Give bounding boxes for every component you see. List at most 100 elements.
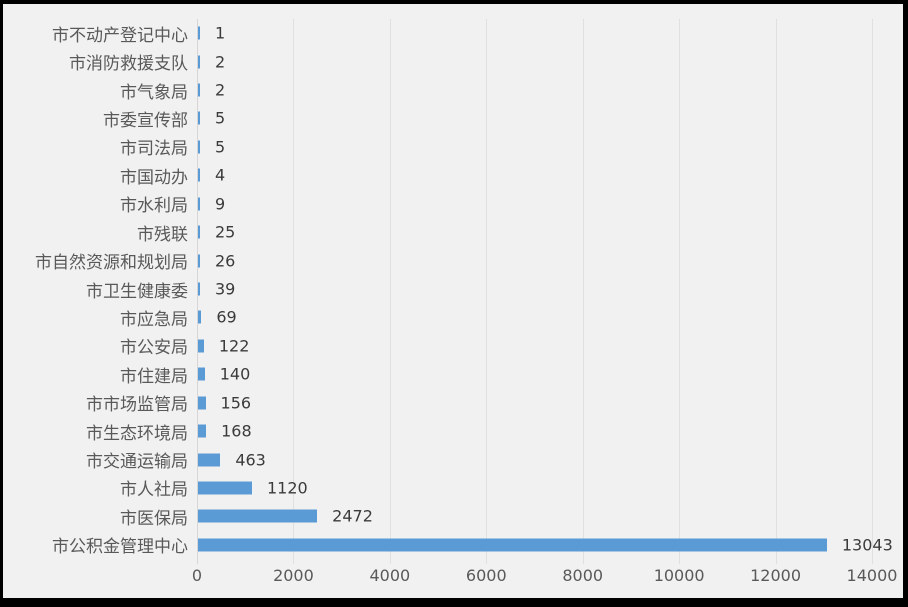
bar-row: 市水利局 9 — [3, 190, 872, 218]
gridline — [582, 19, 584, 564]
bar-row: 市消防救援支队 2 — [3, 47, 872, 75]
bar-row: 市公积金管理中心 13043 — [3, 531, 893, 559]
category-label: 市交通运输局 — [86, 452, 188, 473]
category-label: 市应急局 — [120, 309, 188, 330]
bar-row: 市应急局 69 — [3, 303, 872, 331]
value-axis-labels: 0 2000 4000 6000 8000 10000 12000 14000 — [192, 566, 898, 590]
bar-row: 市生态环境局 168 — [3, 417, 872, 445]
axis-tick-label: 10000 — [653, 566, 705, 585]
bar-rows-container: 市不动产登记中心 1 市消防救援支队 2 市气象局 2 市委宣传部 5 市司法局 5 市国动办 4 市水… — [3, 19, 893, 559]
bar — [198, 310, 202, 324]
bar-track: 122 — [198, 332, 873, 360]
category-label: 市公安局 — [120, 338, 188, 359]
bar-row: 市司法局 5 — [3, 133, 872, 161]
bar — [198, 111, 200, 125]
axis-tick-label: 12000 — [750, 566, 802, 585]
value-label: 1120 — [267, 478, 308, 498]
axis-tick-label: 8000 — [562, 566, 604, 585]
bar-track: 2472 — [198, 502, 873, 530]
bar-row: 市国动办 4 — [3, 161, 872, 189]
category-label: 市公积金管理中心 — [52, 537, 188, 558]
gridline — [389, 19, 391, 564]
bar-track: 168 — [198, 417, 873, 445]
value-label: 2472 — [332, 506, 373, 526]
category-label: 市自然资源和规划局 — [35, 253, 188, 274]
category-label: 市医保局 — [120, 508, 188, 529]
category-label: 市消防救援支队 — [69, 54, 188, 75]
chart-canvas: 市不动产登记中心 1 市消防救援支队 2 市气象局 2 市委宣传部 5 市司法局 5 市国动办 4 市水… — [3, 4, 903, 598]
category-label: 市委宣传部 — [103, 110, 188, 131]
bar-track: 26 — [198, 246, 873, 274]
bar — [198, 168, 200, 182]
bar-track: 4 — [198, 161, 873, 189]
bar-row: 市交通运输局 463 — [3, 445, 872, 473]
gridline — [486, 19, 488, 564]
gridline — [679, 19, 681, 564]
value-label: 4 — [215, 165, 226, 185]
gridlines-container — [197, 19, 873, 564]
axis-tick-label: 14000 — [846, 566, 898, 585]
axis-tick-label: 6000 — [465, 566, 507, 585]
bar-row: 市公安局 122 — [3, 332, 872, 360]
bar-row: 市委宣传部 5 — [3, 104, 872, 132]
bar-track: 1 — [198, 19, 873, 47]
value-label: 9 — [215, 194, 226, 214]
bar-track: 69 — [198, 303, 873, 331]
category-axis-line — [197, 19, 198, 564]
category-label: 市国动办 — [120, 167, 188, 188]
value-label: 463 — [235, 450, 266, 470]
value-label: 2 — [215, 80, 226, 100]
value-label: 2 — [215, 52, 226, 72]
value-label: 25 — [215, 222, 236, 242]
bar — [198, 83, 200, 97]
value-label: 26 — [215, 251, 236, 271]
category-label: 市不动产登记中心 — [52, 25, 188, 46]
bar — [198, 282, 200, 296]
bar — [198, 424, 207, 438]
category-label: 市市场监管局 — [86, 395, 188, 416]
bar — [198, 225, 200, 239]
bar — [198, 254, 200, 268]
value-label: 168 — [221, 421, 252, 441]
value-label: 39 — [215, 279, 236, 299]
value-label: 5 — [215, 108, 226, 128]
axis-tick-label: 0 — [191, 566, 203, 585]
value-label: 69 — [216, 307, 237, 327]
bar-track: 2 — [198, 47, 873, 75]
category-label: 市司法局 — [120, 139, 188, 160]
bar-row: 市卫生健康委 39 — [3, 275, 872, 303]
bar — [198, 26, 200, 40]
bar-track: 1120 — [198, 474, 873, 502]
bar — [198, 367, 205, 381]
gridline — [293, 19, 295, 564]
bar — [198, 453, 221, 467]
bar-row: 市人社局 1120 — [3, 474, 872, 502]
gridline — [872, 19, 873, 564]
value-label: 140 — [219, 364, 251, 384]
bar — [198, 538, 827, 552]
category-label: 市水利局 — [120, 196, 188, 217]
bar-track: 9 — [198, 190, 873, 218]
bar-track: 13043 — [198, 531, 893, 559]
value-label: 156 — [220, 393, 252, 413]
category-label: 市住建局 — [120, 366, 188, 387]
bar-track: 5 — [198, 104, 873, 132]
axis-tick-label: 2000 — [273, 566, 314, 585]
bar — [198, 481, 252, 495]
bar-row: 市住建局 140 — [3, 360, 872, 388]
category-label: 市生态环境局 — [86, 423, 188, 444]
bar — [198, 396, 206, 410]
value-label: 122 — [218, 336, 250, 356]
bar — [198, 197, 200, 211]
bar-track: 39 — [198, 275, 873, 303]
bar-row: 市不动产登记中心 1 — [3, 19, 872, 47]
gridline — [775, 19, 777, 564]
bar-track: 156 — [198, 388, 873, 416]
value-label: 5 — [215, 137, 226, 157]
value-label: 13043 — [841, 535, 893, 555]
bar-row: 市市场监管局 156 — [3, 388, 872, 416]
bar-track: 140 — [198, 360, 873, 388]
bar-row: 市自然资源和规划局 26 — [3, 246, 872, 274]
bar — [198, 55, 200, 69]
